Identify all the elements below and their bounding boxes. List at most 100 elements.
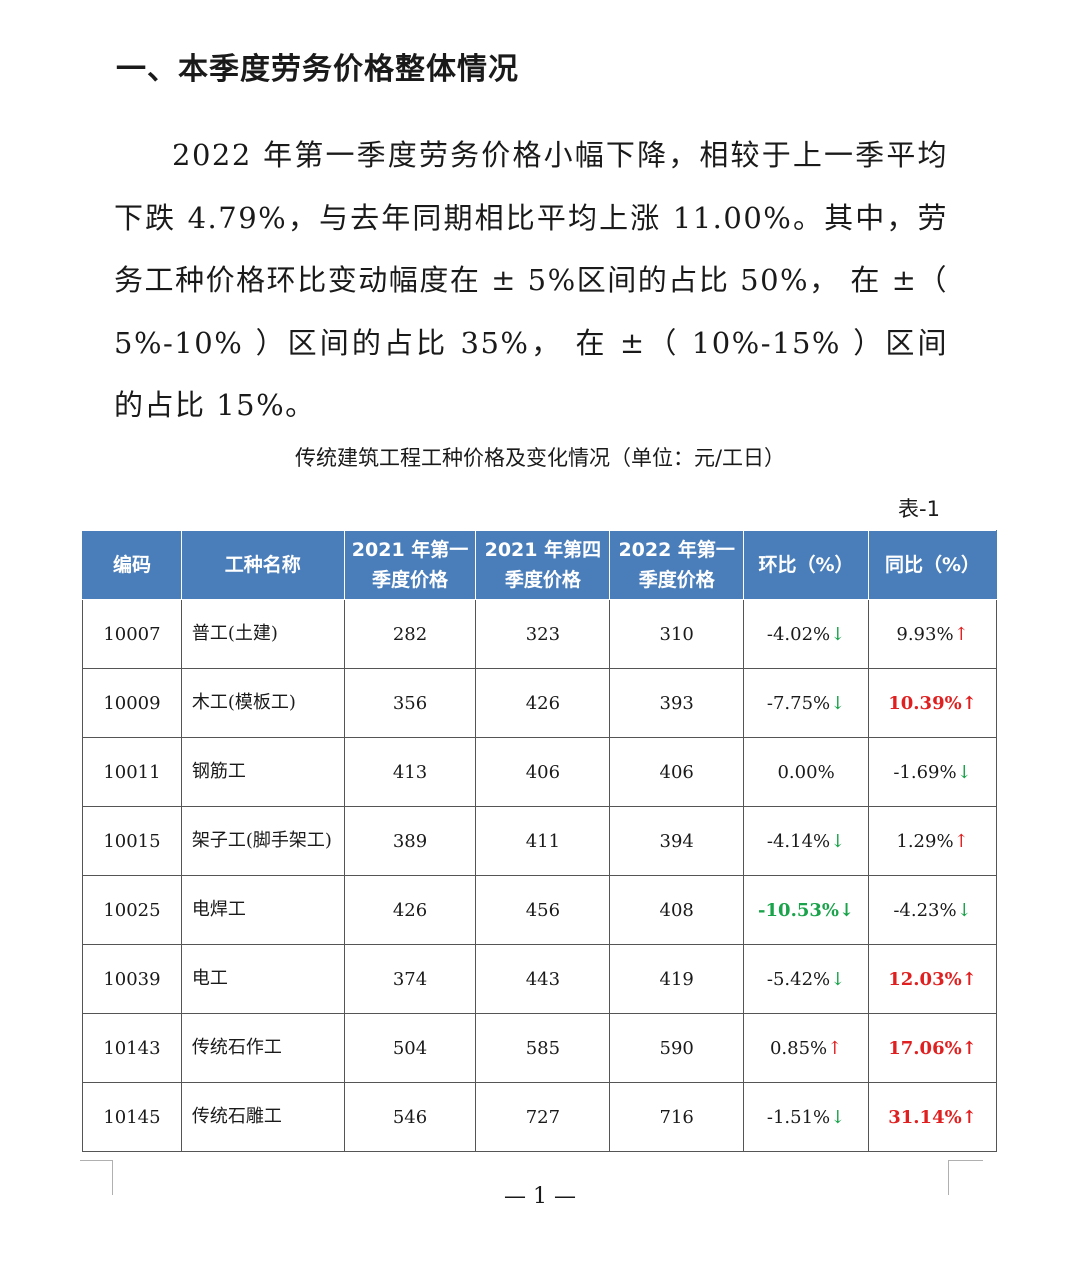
- cell-name-text: 电工: [191, 968, 228, 989]
- cell-q1-2021: 389: [343, 806, 477, 876]
- cell-code: 10009: [82, 668, 182, 738]
- table-row: 10143 传统石作工 504 585 590 0.85%↑ 17.06%↑: [82, 1013, 997, 1083]
- arrow-up-icon: ↑: [953, 830, 969, 852]
- summary-paragraph: 2022 年第一季度劳务价格小幅下降，相较于上一季平均下跌 4.79%，与去年同…: [114, 138, 948, 422]
- cell-q1-2022: 394: [609, 806, 745, 876]
- cell-mom: 0.00%: [743, 737, 870, 807]
- cell-q4-2021-text: 323: [525, 623, 561, 645]
- arrow-up-icon: ↑: [827, 1037, 843, 1059]
- cell-q1-2021: 374: [343, 944, 477, 1014]
- cell-q1-2021: 504: [343, 1013, 477, 1083]
- cell-q4-2021-text: 411: [525, 830, 561, 852]
- cell-yoy-text: -4.23%: [893, 899, 957, 921]
- cell-yoy: -1.69%↓: [868, 737, 997, 807]
- arrow-down-icon: ↓: [830, 623, 846, 645]
- cell-mom: 0.85%↑: [743, 1013, 870, 1083]
- cell-q4-2021: 323: [475, 599, 611, 669]
- cell-name-text: 传统石作工: [191, 1037, 282, 1058]
- cell-mom-text: 0.00%: [777, 761, 835, 783]
- cell-yoy: 17.06%↑: [868, 1013, 997, 1083]
- arrow-down-icon: ↓: [956, 899, 972, 921]
- table-row: 10145 传统石雕工 546 727 716 -1.51%↓ 31.14%↑: [82, 1082, 997, 1152]
- cell-name: 电工: [180, 944, 345, 1014]
- cell-yoy-text: 17.06%: [888, 1037, 962, 1059]
- cell-yoy: 1.29%↑: [868, 806, 997, 876]
- table-row: 10039 电工 374 443 419 -5.42%↓ 12.03%↑: [82, 944, 997, 1014]
- cell-mom-text: -1.51%: [766, 1106, 831, 1128]
- cell-yoy-text: -1.69%: [893, 761, 957, 783]
- arrow-up-icon: ↑: [961, 1106, 977, 1128]
- cell-name-text: 传统石雕工: [191, 1106, 282, 1127]
- arrow-down-icon: ↓: [830, 968, 846, 990]
- cell-name-text: 钢筋工: [191, 761, 246, 782]
- cell-mom: -1.51%↓: [743, 1082, 870, 1152]
- cell-mom-text: -4.02%: [766, 623, 831, 645]
- arrow-down-icon: ↓: [830, 830, 846, 852]
- cell-mom-text: -4.14%: [766, 830, 831, 852]
- cell-yoy: 31.14%↑: [868, 1082, 997, 1152]
- cell-q1-2022-text: 393: [659, 692, 694, 714]
- cell-mom: -4.14%↓: [743, 806, 870, 876]
- cell-code: 10143: [82, 1013, 182, 1083]
- cell-yoy-text: 9.93%: [896, 623, 954, 645]
- cell-mom-text: -7.75%: [766, 692, 831, 714]
- header-mom: 环比（%）: [743, 530, 870, 600]
- cell-code: 10145: [82, 1082, 182, 1152]
- arrow-down-icon: ↓: [956, 761, 972, 783]
- cell-code: 10025: [82, 875, 182, 945]
- cell-mom-text: 0.85%: [769, 1037, 828, 1059]
- cell-q1-2021: 426: [343, 875, 477, 945]
- cell-name: 木工(模板工): [180, 668, 345, 738]
- cell-q4-2021-text: 443: [525, 968, 561, 990]
- cell-mom: -4.02%↓: [743, 599, 870, 669]
- cell-yoy-text: 31.14%: [888, 1106, 962, 1128]
- cell-yoy-text: 1.29%: [896, 830, 954, 852]
- cell-q1-2021-text: 389: [392, 830, 428, 852]
- header-name: 工种名称: [180, 530, 345, 600]
- table-row: 10015 架子工(脚手架工) 389 411 394 -4.14%↓ 1.29%↑: [82, 806, 997, 876]
- cell-q1-2022-text: 590: [659, 1037, 694, 1059]
- cell-q1-2022: 310: [609, 599, 745, 669]
- cell-q1-2021: 546: [343, 1082, 477, 1152]
- corner-mark-right: [948, 1160, 983, 1195]
- cell-name-text: 电焊工: [191, 899, 246, 920]
- cell-q1-2021-text: 426: [392, 899, 428, 921]
- cell-q1-2021: 413: [343, 737, 477, 807]
- cell-q1-2022: 716: [609, 1082, 745, 1152]
- cell-yoy: 12.03%↑: [868, 944, 997, 1014]
- cell-name: 传统石作工: [180, 1013, 345, 1083]
- arrow-down-icon: ↓: [830, 1106, 846, 1128]
- cell-q1-2022: 406: [609, 737, 745, 807]
- cell-mom: -5.42%↓: [743, 944, 870, 1014]
- cell-code-text: 10025: [103, 899, 161, 921]
- cell-yoy: 9.93%↑: [868, 599, 997, 669]
- cell-code-text: 10143: [103, 1037, 161, 1059]
- arrow-up-icon: ↑: [961, 1037, 977, 1059]
- cell-q1-2022-text: 716: [659, 1106, 694, 1128]
- cell-q1-2021-text: 504: [392, 1037, 428, 1059]
- cell-q1-2021-text: 282: [392, 623, 428, 645]
- cell-q4-2021-text: 585: [525, 1037, 561, 1059]
- cell-q1-2022-text: 394: [659, 830, 694, 852]
- page-number: — 1 —: [504, 1184, 576, 1209]
- cell-q1-2021: 356: [343, 668, 477, 738]
- header-code: 编码: [82, 530, 182, 600]
- header-q4-2021: 2021 年第四季度价格: [475, 530, 611, 600]
- cell-code-text: 10007: [103, 623, 161, 645]
- cell-q1-2022-text: 419: [659, 968, 694, 990]
- arrow-up-icon: ↑: [961, 968, 977, 990]
- cell-q1-2021-text: 374: [392, 968, 428, 990]
- cell-q4-2021: 727: [475, 1082, 611, 1152]
- header-yoy: 同比（%）: [868, 530, 997, 600]
- cell-q1-2022: 419: [609, 944, 745, 1014]
- cell-mom-text: -10.53%: [758, 899, 839, 921]
- cell-code-text: 10039: [103, 968, 161, 990]
- cell-name: 普工(土建): [180, 599, 345, 669]
- table-body: 10007 普工(土建) 282 323 310 -4.02%↓ 9.93%↑ 10009 木工…: [82, 599, 997, 1152]
- cell-code: 10007: [82, 599, 182, 669]
- cell-name: 架子工(脚手架工): [180, 806, 345, 876]
- cell-q4-2021: 443: [475, 944, 611, 1014]
- arrow-up-icon: ↑: [953, 623, 969, 645]
- table-row: 10009 木工(模板工) 356 426 393 -7.75%↓ 10.39%↑: [82, 668, 997, 738]
- cell-code-text: 10145: [103, 1106, 161, 1128]
